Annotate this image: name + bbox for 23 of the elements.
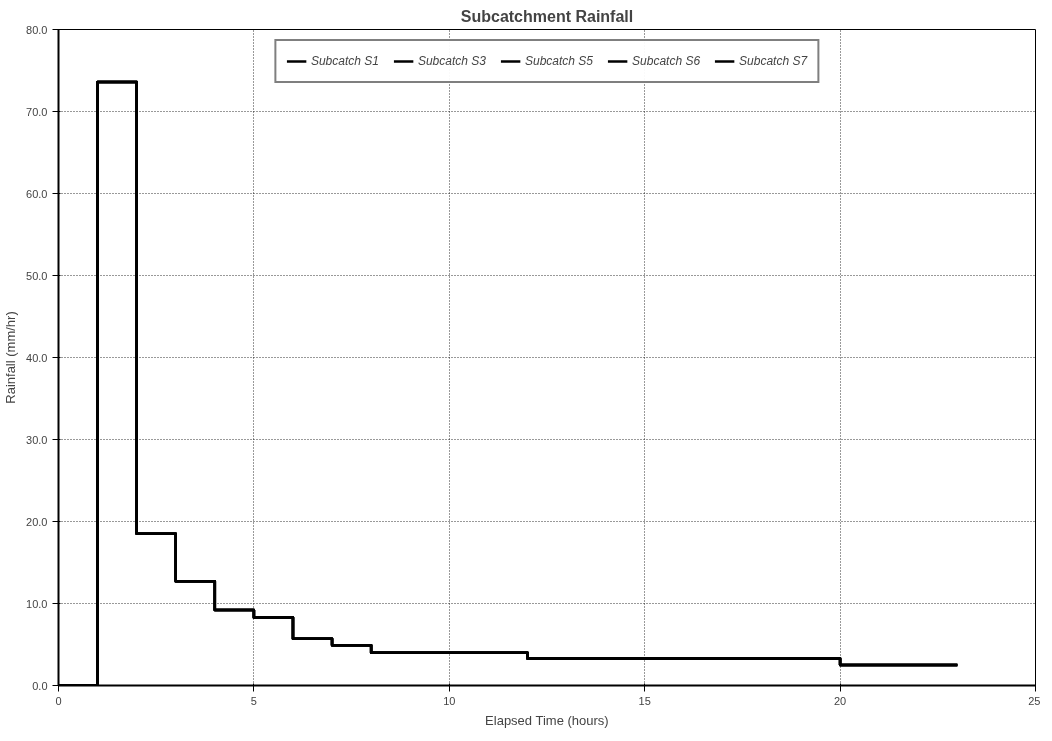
y-tick-label: 50.0: [26, 269, 48, 282]
legend-label: Subcatch S3: [417, 54, 486, 68]
x-tick-label: 20: [833, 694, 847, 707]
legend-label: Subcatch S6: [632, 54, 701, 68]
legend-label: Subcatch S5: [524, 54, 594, 68]
y-axis-title: Rainfall (mm/hr): [3, 311, 19, 404]
x-tick-label: 10: [443, 694, 456, 707]
y-tick-label: 10.0: [26, 597, 48, 610]
y-tick-label: 80.0: [26, 23, 48, 36]
y-tick-label: 20.0: [26, 515, 48, 528]
y-tick-label: 40.0: [26, 351, 48, 364]
x-tick-label: 25: [1028, 694, 1041, 707]
x-tick-label: 0: [55, 694, 62, 707]
legend-label: Subcatch S7: [739, 54, 808, 68]
chart-title: Subcatchment Rainfall: [460, 7, 634, 25]
x-axis-title: Elapsed Time (hours): [485, 712, 609, 728]
y-tick-label: 70.0: [26, 105, 48, 118]
y-tick-label: 60.0: [26, 187, 48, 200]
x-tick-label: 5: [250, 694, 257, 707]
y-tick-label: 30.0: [26, 433, 48, 446]
x-tick-label: 15: [638, 694, 651, 707]
legend-label: Subcatch S1: [310, 54, 379, 68]
y-tick-label: 0.0: [32, 679, 48, 692]
